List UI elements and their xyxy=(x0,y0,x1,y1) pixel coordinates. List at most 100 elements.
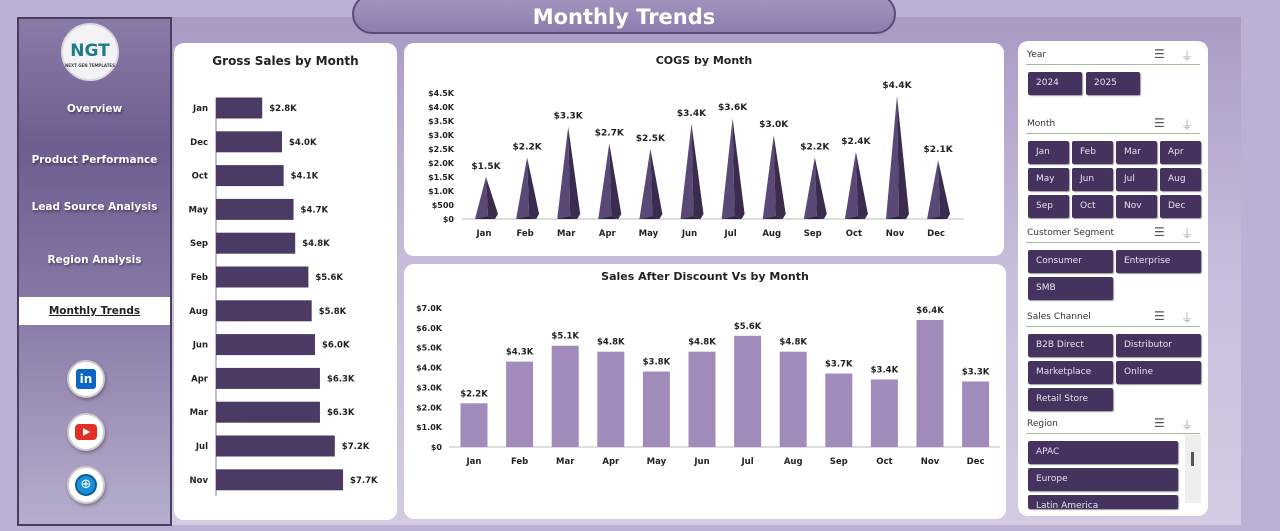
y-tick-label: $2.0K xyxy=(428,159,455,168)
youtube-icon[interactable] xyxy=(67,413,105,451)
nav-monthly-trends[interactable]: Monthly Trends xyxy=(19,297,170,325)
multi-select-icon[interactable]: ☰ xyxy=(1154,416,1165,430)
multi-select-icon[interactable]: ☰ xyxy=(1154,225,1165,239)
clear-filter-icon[interactable]: ⏚ xyxy=(1181,227,1194,241)
y-tick-label: $3.0K xyxy=(428,131,455,140)
slicer-item[interactable]: Oct xyxy=(1072,195,1113,218)
category-label: May xyxy=(639,229,659,239)
y-tick-label: $4.5K xyxy=(428,89,455,98)
globe-icon[interactable]: ⊕ xyxy=(67,466,105,504)
slicer-item[interactable]: Retail Store xyxy=(1028,388,1113,411)
data-label: $5.1K xyxy=(551,332,579,342)
pyramid-bar-base xyxy=(680,216,701,219)
slicer-item[interactable]: SMB xyxy=(1028,277,1113,300)
slicer-item[interactable]: B2B Direct xyxy=(1028,334,1113,357)
nav-product-performance[interactable]: Product Performance xyxy=(31,154,158,166)
multi-select-icon[interactable]: ☰ xyxy=(1154,309,1165,323)
multi-select-icon[interactable]: ☰ xyxy=(1154,47,1165,61)
sales-after-discount-chart: $0 $1.0K $2.0K $3.0K $4.0K $5.0K $6.0K $7.0K $2.… xyxy=(416,304,1000,467)
slicer-item[interactable]: Jul xyxy=(1116,168,1157,191)
cogs-card: COGS by Month $0 $500 $1.0K $1.5K $2.0K $2.5K… xyxy=(404,43,1004,256)
slicer-item[interactable]: 2024 xyxy=(1028,72,1082,95)
category-label: Jan xyxy=(466,457,482,467)
nav-overview[interactable]: Overview xyxy=(66,103,123,115)
category-label: Nov xyxy=(921,457,940,467)
bar xyxy=(216,469,344,491)
slicer-item[interactable]: Dec xyxy=(1160,195,1201,218)
bar xyxy=(216,131,282,153)
nav-region-analysis[interactable]: Region Analysis xyxy=(47,254,142,266)
pyramid-bar-side xyxy=(897,95,909,219)
slicer-item[interactable]: Nov xyxy=(1116,195,1157,218)
clear-filter-icon[interactable]: ⏚ xyxy=(1181,418,1194,432)
category-label: Apr xyxy=(191,374,209,384)
slicer-title: Sales Channel xyxy=(1027,312,1091,322)
pyramid-bar xyxy=(803,157,817,219)
slicer-item[interactable]: Consumer xyxy=(1028,250,1113,273)
category-label: Dec xyxy=(190,138,208,148)
slicer-title: Month xyxy=(1027,119,1056,129)
bar xyxy=(216,401,320,423)
slicer-item[interactable]: Aug xyxy=(1160,168,1201,191)
slicer-item[interactable]: Latin America xyxy=(1028,495,1178,511)
data-label: $6.0K xyxy=(322,341,350,351)
slicer-item[interactable]: Enterprise xyxy=(1116,250,1201,273)
slicer-item[interactable]: Sep xyxy=(1028,195,1069,218)
category-label: May xyxy=(647,457,667,467)
slicer-title: Year xyxy=(1027,50,1047,60)
slicer-item[interactable]: Marketplace xyxy=(1028,361,1113,384)
linkedin-icon[interactable]: in xyxy=(67,360,105,398)
slicer-item[interactable]: Mar xyxy=(1116,141,1157,164)
nav-lead-source-analysis[interactable]: Lead Source Analysis xyxy=(31,201,158,213)
y-tick-label: $0 xyxy=(443,215,455,224)
slicer-item[interactable]: 2025 xyxy=(1086,72,1140,95)
gross-sales-card: Gross Sales by Month Jan $2.8K Dec $4.0K Oct… xyxy=(174,43,397,520)
data-label: $2.8K xyxy=(269,104,297,114)
category-label: Feb xyxy=(511,457,528,467)
category-label: Mar xyxy=(190,408,209,418)
category-label: Sep xyxy=(804,229,822,239)
clear-filter-icon[interactable]: ⏚ xyxy=(1181,311,1194,325)
bar xyxy=(216,266,309,288)
slicer-header-month: Month ☰ ⏚ xyxy=(1026,114,1200,134)
category-label: Jun xyxy=(681,229,697,239)
data-label: $1.5K xyxy=(471,162,501,172)
sidebar: NGT NEXT GEN TEMPLATES Overview Product P… xyxy=(17,17,172,526)
data-label: $3.6K xyxy=(718,103,748,113)
bar xyxy=(734,335,762,447)
bar xyxy=(216,300,312,322)
slicer-item[interactable]: Feb xyxy=(1072,141,1113,164)
bar xyxy=(688,351,716,447)
category-label: Aug xyxy=(784,457,803,467)
bar xyxy=(962,381,990,447)
slicer-item[interactable]: Online xyxy=(1116,361,1201,384)
data-label: $2.4K xyxy=(841,137,871,147)
y-tick-label: $1.0K xyxy=(416,423,443,432)
pyramid-bar-side xyxy=(814,157,827,219)
category-label: Jun xyxy=(192,341,208,351)
region-scrollbar[interactable] xyxy=(1185,435,1201,503)
slicer-item[interactable]: APAC xyxy=(1028,441,1178,464)
y-tick-label: $0 xyxy=(431,443,443,452)
y-tick-label: $6.0K xyxy=(416,324,443,333)
slicer-item[interactable]: Jan xyxy=(1028,141,1069,164)
clear-filter-icon[interactable]: ⏚ xyxy=(1181,49,1194,63)
category-label: Oct xyxy=(192,172,208,182)
data-label: $2.2K xyxy=(800,142,830,152)
y-tick-label: $500 xyxy=(432,201,455,210)
slicer-item[interactable]: Apr xyxy=(1160,141,1201,164)
bar xyxy=(870,379,898,447)
slicer-item[interactable]: May xyxy=(1028,168,1069,191)
pyramid-bar xyxy=(721,118,735,219)
slicer-item[interactable]: Distributor xyxy=(1116,334,1201,357)
slicer-panel: Year ☰ ⏚ 2024 2025 Month ☰ ⏚ Jan Feb Mar Apr May Jun J… xyxy=(1018,41,1208,516)
category-label: Feb xyxy=(191,273,208,283)
data-label: $2.7K xyxy=(595,128,625,138)
clear-filter-icon[interactable]: ⏚ xyxy=(1181,118,1194,132)
slicer-header-year: Year ☰ ⏚ xyxy=(1026,45,1200,65)
slicer-item[interactable]: Jun xyxy=(1072,168,1113,191)
slicer-item[interactable]: Europe xyxy=(1028,468,1178,491)
pyramid-bar-side xyxy=(855,151,868,219)
multi-select-icon[interactable]: ☰ xyxy=(1154,116,1165,130)
data-label: $4.0K xyxy=(289,138,317,148)
